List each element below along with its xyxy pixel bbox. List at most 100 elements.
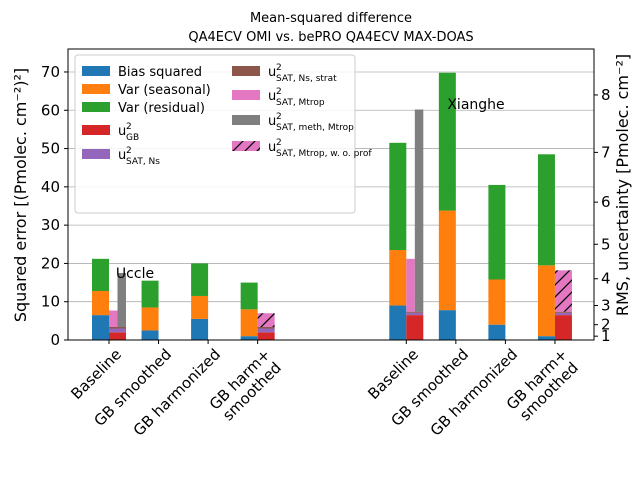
chart-subtitle: QA4ECV OMI vs. bePRO QA4ECV MAX-DOAS [188,30,473,45]
legend-name: u [268,140,276,155]
legend-swatch [232,66,260,76]
y-tick-label: 60 [41,101,60,119]
y2-tick-label: 5 [601,235,611,253]
bar-segment [191,318,209,340]
legend-sup: 2 [276,112,282,122]
legend-sup: 2 [276,63,282,73]
bar-segment [109,332,126,340]
y-tick-label: 0 [50,331,60,349]
bar-segment [537,154,555,266]
legend-name: Bias squared [118,65,202,80]
legend-sub: SAT, Mtrop, w. o. prof [276,149,372,159]
legend-sup: 2 [126,146,132,156]
bar-segment [141,330,159,340]
bar-segment [406,258,415,312]
bar-segment [240,309,258,337]
legend-swatch [232,141,260,151]
legend-sup: 2 [276,87,282,97]
legend-label: u2 SAT, Ns [118,146,160,167]
legend-name: Var (residual) [118,101,205,116]
bar-segment [414,109,424,312]
legend-swatch [82,84,110,94]
y2-tick-label: 8 [601,86,611,104]
bar-segment [141,280,159,308]
y2-tick-label: 2 [601,316,611,334]
legend-name: Var (seasonal) [118,83,211,98]
bar-segment [438,210,456,311]
bar-segment [117,272,126,327]
y2-axis-label: RMS, uncertainty [Pmolec. cm⁻²] [613,54,632,316]
bar-segment [406,311,424,313]
bar-segment [257,332,275,340]
legend-name: u [268,89,276,104]
annotation: Uccle [116,266,154,282]
legend-swatch [82,125,110,135]
bar-segment [92,315,109,340]
bar-segment [257,328,275,333]
bar-segment [109,326,126,329]
y-tick-label: 10 [41,293,60,311]
bar-segment [488,324,506,340]
bar-segment [554,311,572,313]
bar-segment [92,290,109,316]
legend-sub: SAT, Mtrop [276,98,325,108]
legend-name: u [118,148,126,163]
bar-segment [389,142,407,251]
bar-segment [389,250,407,306]
bar-segment [141,307,159,331]
y-tick-label: 20 [41,254,60,272]
legend-sub: GB [126,133,139,143]
legend-swatch [82,66,110,76]
legend-swatch [232,115,260,125]
legend-name: u [118,124,126,139]
y-tick-label: 40 [41,178,60,196]
bar-segment [537,336,555,340]
legend-sup: 2 [276,138,282,148]
bar-segment [240,282,258,310]
legend-swatch [232,90,260,100]
chart-title: Mean-squared difference [250,11,412,26]
bar-segment [438,310,456,340]
y-tick-label: 30 [41,216,60,234]
plot-frame [67,48,595,341]
legend-sup: 2 [126,122,132,132]
legend-swatch [82,102,110,112]
legend-name: u [268,65,276,80]
legend-label: u2 SAT, Ns, strat [268,63,337,84]
annotation: Xianghe [447,97,504,113]
legend-box [74,54,356,214]
y2-tick-label: 3 [601,297,611,315]
bar-segment [438,72,456,211]
legend-label: Bias squared [118,65,202,80]
legend-label: Var (residual) [118,101,205,116]
bar-segment [389,305,407,340]
bar-segment [406,312,424,316]
y-tick-label: 50 [41,140,60,158]
y2-tick-label: 4 [601,270,611,288]
bar-segment [191,295,209,319]
bar-segment [406,315,424,340]
bar-segment [240,336,258,340]
bar-segment [537,265,555,337]
y2-tick-label: 6 [601,193,611,211]
y-axis-label: Squared error [(Pmolec. cm⁻²)²] [11,68,30,322]
legend-sub: SAT, Ns [126,157,160,167]
bar-segment [554,315,572,340]
bar-segment [257,313,275,327]
bar-segment [554,312,572,316]
legend-name: u [268,114,276,129]
legend-sub: SAT, Ns, strat [276,74,337,84]
legend-label: u2 SAT, meth, Mtrop [268,112,354,133]
y2-tick-label: 1 [601,327,611,345]
legend: Bias squared Var (seasonal) Var (residual)… [74,54,372,214]
legend-swatch [82,149,110,159]
legend-label: u2 SAT, Mtrop, w. o. prof [268,138,372,159]
legend-sub: SAT, meth, Mtrop [276,123,354,133]
bar-segment [257,326,275,329]
bar-segment [92,258,109,291]
bar-segment [109,328,126,333]
y2-tick-label: 7 [601,143,611,161]
legend-label: u2 SAT, Mtrop [268,87,325,108]
